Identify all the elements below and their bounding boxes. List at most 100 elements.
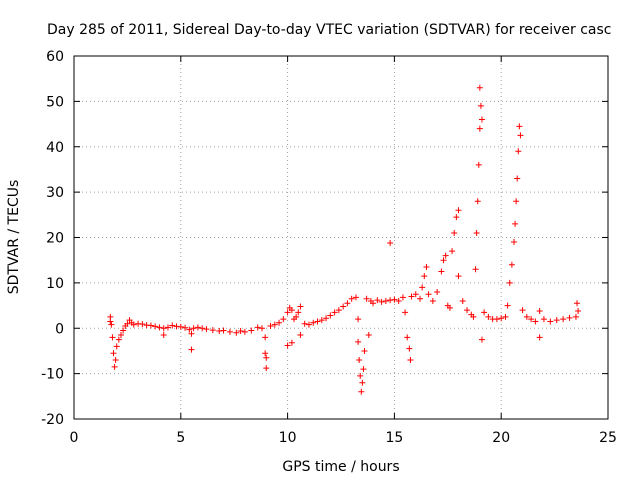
data-point [262,334,269,341]
data-point [485,313,492,320]
data-point [262,350,269,357]
data-point [358,388,365,395]
data-point [112,357,119,364]
data-point [271,321,278,328]
data-point [318,317,325,324]
data-point [574,300,581,307]
data-point [370,300,377,307]
y-tick-label: 60 [46,49,64,65]
data-point [233,329,240,336]
chart-title: Day 285 of 2011, Sidereal Day-to-day VTE… [47,22,611,38]
data-point [139,321,146,328]
y-tick-label: 10 [46,276,64,292]
data-point [455,273,462,280]
data-point [295,309,302,316]
data-point [387,239,394,246]
data-point [575,308,582,315]
data-point [474,198,481,205]
data-point [301,320,308,327]
data-point [481,309,488,316]
data-point [363,295,370,302]
data-point [203,326,210,333]
data-point [152,323,159,330]
data-point [417,295,424,302]
data-point [504,302,511,309]
data-point [327,312,334,319]
y-tick-label: -10 [41,367,64,383]
data-point [344,300,351,307]
data-point [395,298,402,305]
data-point [434,288,441,295]
data-point [280,316,287,323]
y-tick-label: -20 [41,412,64,428]
data-point [124,320,131,327]
data-point [423,263,430,270]
data-point [241,328,248,335]
data-marks [107,84,582,395]
data-point [399,294,406,301]
axis-ticks: 0 5 10 15 20 25 -20 -10 0 10 20 30 40 50 60 [41,49,617,446]
data-point [284,342,291,349]
data-point [419,284,426,291]
data-point [288,339,295,346]
data-point [194,324,201,331]
data-point [451,229,458,236]
data-point [382,298,389,305]
data-point [506,279,513,286]
data-point [438,268,445,275]
data-point [455,207,462,214]
data-point [512,220,519,227]
data-point [331,309,338,316]
data-point [476,84,483,91]
data-point [356,357,363,364]
data-point [169,322,176,329]
y-tick-label: 50 [46,94,64,110]
x-tick-label: 0 [70,430,79,446]
data-point [164,324,171,331]
data-point [412,291,419,298]
data-point [323,315,330,322]
data-point [459,298,466,305]
data-point [472,266,479,273]
data-point [182,324,189,331]
data-point [464,307,471,314]
data-point [314,318,321,325]
data-point [516,123,523,130]
data-point [391,296,398,303]
data-point [188,346,195,353]
data-point [475,161,482,168]
x-axis-label: GPS time / hours [282,459,399,475]
data-point [517,132,524,139]
data-point [572,313,579,320]
data-point [147,322,154,329]
data-point [190,325,197,332]
data-point [107,318,114,325]
data-point [502,313,509,320]
data-point [442,252,449,259]
x-tick-label: 25 [599,430,617,446]
data-point [440,257,447,264]
data-point [186,326,193,333]
data-point [355,338,362,345]
data-point [473,229,480,236]
data-point [536,334,543,341]
data-point [263,354,270,361]
data-point [113,343,120,350]
data-point [553,317,560,324]
data-point [519,307,526,314]
data-point [566,314,573,321]
data-point [493,316,500,323]
data-point [220,327,227,334]
data-point [254,324,261,331]
data-point [536,308,543,315]
data-point [258,325,265,332]
data-point [348,295,355,302]
data-point [514,175,521,182]
x-tick-label: 20 [492,430,510,446]
data-point [237,327,244,334]
data-point [335,307,342,314]
data-point [263,365,270,372]
data-point [421,273,428,280]
data-point [305,321,312,328]
data-point [267,322,274,329]
